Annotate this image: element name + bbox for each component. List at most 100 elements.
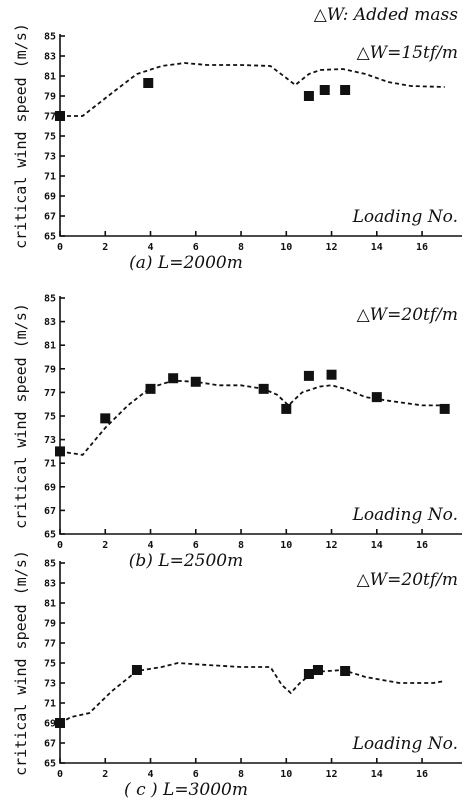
data-point [439,403,450,414]
x-tick-label: 12 [326,540,338,551]
panel-caption: ( c ) L=3000m [124,780,248,800]
trend-curve [59,379,445,456]
axis-lines [59,34,462,237]
y-tick-label: 79 [44,619,56,630]
x-tick-label: 16 [416,540,428,551]
data-point [371,392,382,403]
y-tick-label: 69 [44,482,56,493]
x-tick-label: 4 [147,769,153,780]
delta-w-annotation: △W=15tf/m [357,43,458,63]
y-tick-label: 71 [44,699,56,710]
panel-caption: (b) L=2500m [129,551,243,571]
data-point [55,111,65,121]
panel-caption: (a) L=2000m [129,253,243,273]
y-tick-label: 79 [44,364,56,375]
x-tick-label: 6 [193,540,199,551]
data-point [131,665,142,675]
data-point [190,376,201,387]
y-tick-label: 67 [44,212,56,223]
y-axis-label: critical wind speed (m/s) [12,303,30,529]
data-point [326,369,337,380]
x-tick-label: 8 [238,769,244,780]
y-tick-label: 75 [44,132,56,143]
header-note: △W: Added mass [314,5,459,25]
y-tick-label: 77 [44,388,56,399]
y-tick-label: 75 [44,659,56,670]
y-tick-label: 71 [44,172,56,183]
y-tick-label: 75 [44,412,56,423]
x-tick-label: 10 [280,540,292,551]
x-tick-label: 4 [147,540,153,551]
x-tick-label: 2 [102,769,108,780]
x-tick-label: 16 [416,769,428,780]
y-tick-label: 83 [44,579,56,590]
data-point [340,666,351,676]
x-tick-label: 10 [280,242,292,253]
axis-lines [59,296,462,535]
y-tick-label: 77 [44,112,56,123]
data-point [145,383,156,394]
delta-w-annotation: △W=20tf/m [357,570,458,590]
y-tick-label: 83 [44,317,56,328]
x-tick-label: 0 [57,540,63,551]
data-point [303,91,314,101]
x-tick-label: 14 [371,242,383,253]
y-tick-label: 81 [44,599,56,610]
y-tick-label: 85 [44,32,56,43]
y-tick-label: 67 [44,739,56,750]
y-tick-label: 67 [44,506,56,517]
y-tick-label: 79 [44,92,56,103]
y-tick-label: 65 [44,759,56,770]
data-point [303,669,314,679]
y-tick-label: 83 [44,52,56,63]
delta-w-annotation: △W=20tf/m [357,305,458,325]
data-point [340,85,351,95]
y-tick-label: 65 [44,530,56,541]
axis-lines [59,561,462,764]
data-point [55,718,65,728]
y-tick-label: 77 [44,639,56,650]
x-tick-label: 0 [57,242,63,253]
x-tick-label: 4 [147,242,153,253]
data-point [303,370,314,381]
data-point [55,446,65,457]
y-tick-label: 73 [44,679,56,690]
x-axis-label: Loading No. [352,734,458,754]
x-axis-label: Loading No. [352,505,458,525]
data-point [168,373,179,384]
y-tick-label: 65 [44,232,56,243]
data-point [143,78,154,88]
trend-curve [59,662,445,724]
y-tick-label: 69 [44,719,56,730]
data-point [319,85,330,95]
y-tick-label: 73 [44,152,56,163]
x-tick-label: 0 [57,769,63,780]
y-axis-label: critical wind speed (m/s) [12,23,30,249]
x-tick-label: 8 [238,242,244,253]
x-tick-label: 2 [102,242,108,253]
x-tick-label: 8 [238,540,244,551]
x-tick-label: 12 [326,242,338,253]
y-tick-label: 71 [44,459,56,470]
y-tick-label: 85 [44,294,56,305]
x-tick-label: 14 [371,540,383,551]
x-tick-label: 12 [326,769,338,780]
y-tick-label: 69 [44,192,56,203]
x-axis-label: Loading No. [352,207,458,227]
trend-curve [60,62,445,117]
data-point [312,665,323,675]
x-tick-label: 16 [416,242,428,253]
y-tick-label: 81 [44,72,56,83]
y-tick-label: 85 [44,559,56,570]
x-tick-label: 10 [280,769,292,780]
y-axis-label: critical wind speed (m/s) [12,550,30,776]
y-tick-label: 73 [44,435,56,446]
y-tick-label: 81 [44,341,56,352]
data-point [281,403,292,414]
data-point [258,383,269,394]
data-point [100,413,111,424]
x-tick-label: 2 [102,540,108,551]
x-tick-label: 6 [193,769,199,780]
x-tick-label: 14 [371,769,383,780]
